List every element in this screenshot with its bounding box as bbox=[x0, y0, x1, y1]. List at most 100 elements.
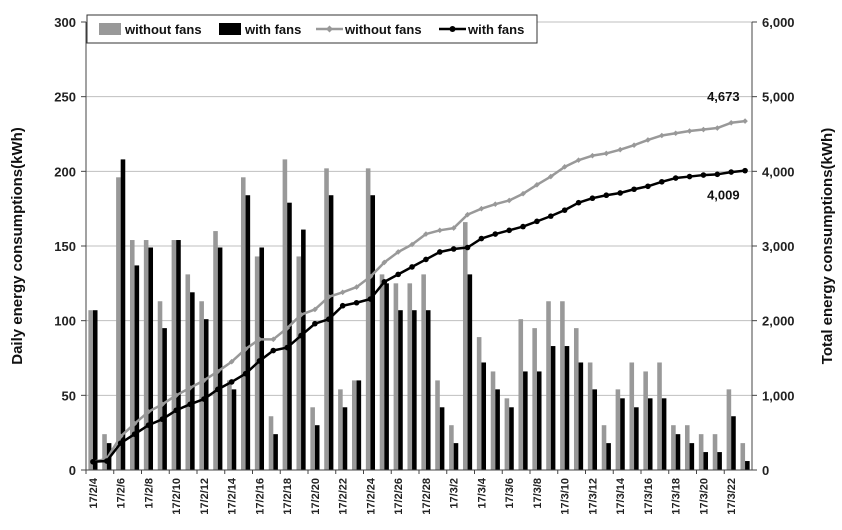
bar-without-fans-18 bbox=[338, 389, 343, 470]
point-with-fans-32 bbox=[534, 218, 540, 225]
bar-with-fans-16 bbox=[314, 425, 320, 470]
x-tick-label: 17/3/6 bbox=[504, 478, 516, 509]
legend-marker-line-with-fans bbox=[449, 26, 456, 32]
y-right-tick-label: 6,000 bbox=[762, 15, 795, 30]
point-without-fans-24 bbox=[423, 231, 429, 237]
point-with-fans-12 bbox=[256, 358, 263, 364]
line-without-fans bbox=[92, 119, 746, 464]
bar-with-fans-37 bbox=[606, 443, 611, 470]
bar-without-fans-21 bbox=[379, 274, 385, 470]
x-tick-label: 17/3/4 bbox=[476, 477, 488, 508]
bar-without-fans-14 bbox=[282, 159, 288, 471]
legend-swatch-bar-with-fans bbox=[219, 23, 241, 35]
point-with-fans-31 bbox=[520, 223, 526, 230]
x-tick-label: 17/2/4 bbox=[88, 477, 100, 508]
legend-marker-line-without-fans bbox=[326, 25, 333, 33]
bar-without-fans-23 bbox=[407, 283, 413, 470]
point-without-fans-21 bbox=[381, 259, 388, 266]
point-without-fans-43 bbox=[686, 128, 693, 134]
point-without-fans-17 bbox=[326, 293, 332, 300]
legend-label-bar-with-fans: with fans bbox=[244, 22, 301, 37]
bar-with-fans-7 bbox=[190, 292, 195, 470]
bar-with-fans-8 bbox=[203, 319, 209, 470]
point-without-fans-33 bbox=[548, 173, 554, 180]
point-with-fans-8 bbox=[201, 396, 207, 402]
bar-without-fans-42 bbox=[671, 425, 676, 470]
bar-without-fans-35 bbox=[573, 328, 579, 470]
point-with-fans-16 bbox=[312, 320, 318, 327]
bar-without-fans-30 bbox=[504, 398, 510, 470]
y-right-tick-label: 4,000 bbox=[762, 164, 795, 179]
point-with-fans-27 bbox=[464, 244, 471, 251]
point-without-fans-15 bbox=[298, 311, 304, 318]
point-without-fans-4 bbox=[145, 408, 152, 415]
point-without-fans-27 bbox=[464, 211, 471, 218]
bar-without-fans-37 bbox=[601, 425, 607, 470]
bar-without-fans-5 bbox=[157, 301, 163, 470]
bar-with-fans-6 bbox=[176, 240, 181, 470]
bar-without-fans-7 bbox=[185, 274, 191, 470]
x-tick-label: 17/2/16 bbox=[254, 478, 266, 515]
bar-with-fans-25 bbox=[439, 407, 445, 470]
point-with-fans-37 bbox=[603, 192, 610, 199]
point-with-fans-5 bbox=[159, 416, 166, 423]
bar-with-fans-36 bbox=[592, 389, 598, 470]
point-without-fans-26 bbox=[450, 225, 457, 231]
bar-without-fans-0 bbox=[88, 310, 93, 470]
point-with-fans-39 bbox=[631, 186, 637, 193]
point-with-fans-41 bbox=[659, 178, 665, 185]
point-with-fans-4 bbox=[145, 422, 152, 429]
point-with-fans-11 bbox=[242, 370, 249, 377]
bar-without-fans-39 bbox=[629, 362, 635, 470]
bar-with-fans-21 bbox=[384, 283, 389, 470]
bar-with-fans-5 bbox=[162, 328, 167, 470]
bar-with-fans-31 bbox=[523, 371, 528, 470]
point-without-fans-22 bbox=[395, 249, 401, 255]
point-without-fans-23 bbox=[409, 241, 415, 248]
bar-with-fans-28 bbox=[481, 362, 487, 470]
point-without-fans-13 bbox=[270, 336, 277, 343]
point-without-fans-3 bbox=[131, 420, 138, 427]
point-without-fans-28 bbox=[478, 205, 485, 212]
bar-with-fans-29 bbox=[495, 389, 500, 470]
y-left-tick-label: 150 bbox=[54, 239, 76, 254]
point-without-fans-39 bbox=[631, 142, 637, 148]
point-with-fans-17 bbox=[326, 316, 332, 322]
legend-label-line-without-fans: without fans bbox=[344, 22, 422, 37]
bar-without-fans-4 bbox=[143, 240, 149, 470]
bar-with-fans-13 bbox=[273, 434, 278, 470]
y-axis-right-title: Total energy consumptions(kWh) bbox=[819, 128, 836, 364]
x-tick-label: 17/2/24 bbox=[365, 477, 377, 515]
point-with-fans-26 bbox=[450, 246, 457, 252]
point-without-fans-19 bbox=[353, 284, 360, 290]
point-without-fans-42 bbox=[672, 130, 679, 137]
bar-with-fans-11 bbox=[245, 195, 251, 470]
bar-with-fans-41 bbox=[661, 398, 667, 470]
tick-labels: 0 50 100 150 200 250 300 0 1,000 2,000 3,000 4,000 5… bbox=[54, 15, 794, 515]
bar-with-fans-23 bbox=[412, 310, 417, 470]
bar-with-fans-17 bbox=[328, 195, 334, 470]
point-with-fans-45 bbox=[714, 171, 721, 178]
x-tick-label: 17/3/18 bbox=[671, 478, 683, 515]
x-tick-label: 17/3/12 bbox=[587, 478, 599, 515]
bar-without-fans-1 bbox=[102, 434, 107, 470]
legend-label-line-with-fans: with fans bbox=[467, 22, 524, 37]
point-with-fans-35 bbox=[575, 199, 582, 206]
y-right-tick-label: 0 bbox=[762, 463, 769, 478]
point-with-fans-44 bbox=[700, 172, 707, 178]
point-without-fans-40 bbox=[645, 137, 651, 143]
bar-with-fans-43 bbox=[689, 443, 695, 470]
line-series bbox=[90, 118, 748, 465]
bar-with-fans-9 bbox=[217, 247, 223, 470]
point-with-fans-38 bbox=[617, 190, 623, 196]
legend-swatch-bar-without-fans bbox=[99, 23, 121, 35]
x-tick-label: 17/2/18 bbox=[282, 478, 294, 515]
bar-without-fans-46 bbox=[726, 389, 732, 470]
point-with-fans-23 bbox=[409, 264, 415, 270]
annotation-total-0: 4,673 bbox=[707, 89, 740, 104]
point-without-fans-2 bbox=[117, 433, 124, 440]
x-tick-label: 17/2/20 bbox=[310, 478, 322, 515]
point-with-fans-47 bbox=[742, 167, 748, 174]
point-without-fans-18 bbox=[339, 289, 346, 296]
